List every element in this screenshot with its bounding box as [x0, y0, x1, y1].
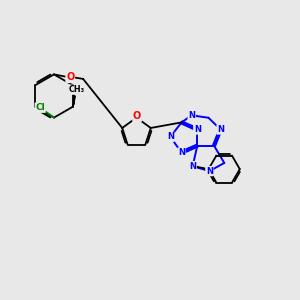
Text: O: O	[133, 111, 141, 121]
Text: CH₃: CH₃	[68, 85, 85, 94]
Text: N: N	[189, 162, 196, 171]
Text: Cl: Cl	[35, 103, 45, 112]
Text: N: N	[188, 111, 195, 120]
Text: O: O	[66, 72, 74, 82]
Text: N: N	[194, 125, 201, 134]
Text: N: N	[206, 167, 213, 176]
Text: N: N	[167, 132, 174, 141]
Text: N: N	[217, 125, 224, 134]
Text: N: N	[178, 148, 185, 157]
